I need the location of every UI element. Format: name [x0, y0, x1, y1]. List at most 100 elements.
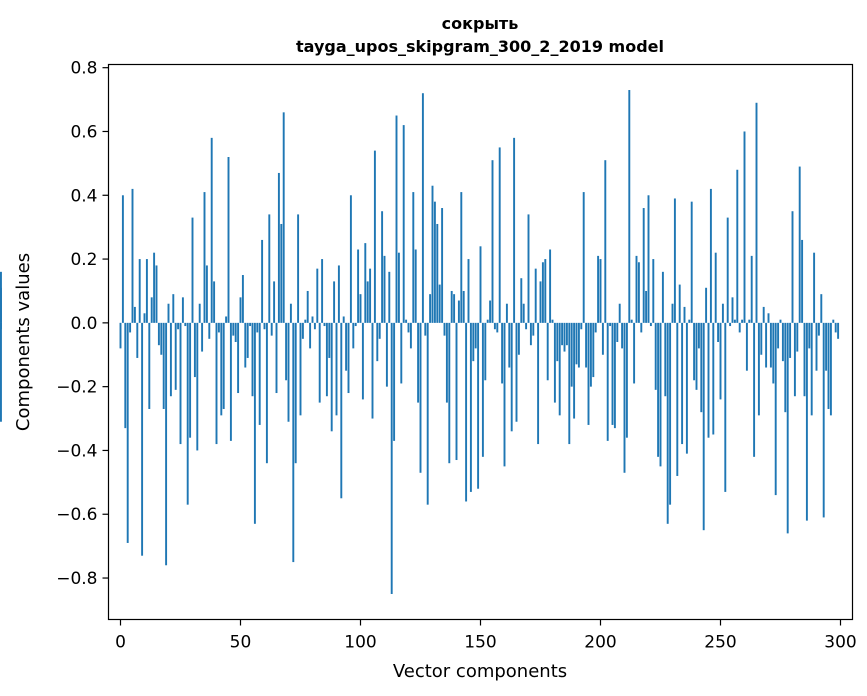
bar [561, 322, 564, 346]
bar [621, 322, 624, 349]
bar [688, 319, 691, 323]
bar [820, 294, 823, 323]
bar [462, 290, 465, 323]
bar [174, 322, 177, 390]
bar [433, 201, 436, 323]
bar [153, 252, 156, 323]
x-tick-label: 200 [584, 633, 616, 653]
bar [789, 322, 792, 358]
bar [395, 115, 398, 323]
y-tick-label: −0.4 [56, 441, 97, 461]
x-tick-label: 0 [115, 633, 126, 653]
bar [354, 322, 357, 327]
bar [256, 322, 259, 333]
bar [277, 172, 280, 323]
bar [131, 188, 134, 323]
bar [397, 252, 400, 323]
y-axis-label: Components values [13, 253, 34, 431]
x-axis-ticks: 0 50 100 150 200 250 300 [115, 619, 857, 653]
bar [736, 169, 739, 323]
bar [143, 313, 146, 323]
bar [693, 322, 696, 381]
bar [424, 322, 427, 336]
bar [529, 322, 532, 346]
bar [798, 166, 801, 323]
bar [340, 322, 343, 499]
x-tick-label: 100 [344, 633, 376, 653]
bar [198, 303, 201, 323]
bar [479, 246, 482, 323]
bar [549, 249, 552, 323]
bar [570, 322, 573, 387]
bar [573, 322, 576, 419]
bar [597, 255, 600, 323]
bar [673, 198, 676, 323]
bar [580, 322, 583, 330]
x-axis-label: Vector components [393, 661, 567, 682]
bar [815, 322, 818, 371]
bar [786, 322, 789, 534]
bar [321, 259, 324, 323]
bar [429, 294, 432, 323]
bar [405, 319, 408, 323]
bar [508, 322, 511, 368]
bar [179, 322, 182, 445]
bar [222, 322, 225, 409]
bar [270, 322, 273, 336]
bar [162, 322, 165, 409]
bar [419, 322, 422, 473]
bar [503, 322, 506, 467]
bar [640, 322, 643, 333]
bar [791, 211, 794, 323]
bar [681, 322, 684, 445]
bar [445, 322, 448, 403]
bar [441, 208, 444, 323]
bar [553, 322, 556, 403]
bar [777, 322, 780, 349]
bar [400, 322, 403, 384]
bar [501, 322, 504, 384]
bar [167, 303, 170, 323]
bar [496, 322, 499, 333]
bar [707, 322, 710, 438]
y-tick-label: −0.2 [56, 378, 97, 398]
bar [417, 322, 420, 403]
bar [294, 322, 297, 464]
bar [177, 322, 180, 330]
bar [359, 294, 362, 323]
bar [208, 322, 211, 339]
x-tick-label: 250 [704, 633, 736, 653]
bar [414, 249, 417, 323]
bar [599, 259, 602, 323]
bar [155, 265, 158, 323]
bar [772, 322, 775, 384]
bar [678, 284, 681, 323]
bar [342, 316, 345, 323]
bar [623, 322, 626, 473]
bar [522, 303, 525, 323]
bar [347, 322, 350, 394]
bar [837, 322, 840, 339]
bar [251, 322, 254, 397]
bar [587, 322, 590, 425]
bar [263, 322, 266, 330]
bar [301, 322, 304, 339]
bar [664, 322, 667, 397]
bar [436, 223, 439, 323]
bar [750, 255, 753, 323]
bar [145, 259, 148, 323]
bar [467, 259, 470, 323]
bar [743, 131, 746, 323]
bar [714, 252, 717, 323]
bar [671, 303, 674, 323]
bar [661, 271, 664, 323]
bar [268, 214, 271, 323]
y-tick-label: −0.8 [56, 569, 97, 589]
bar [738, 322, 741, 333]
bar [637, 262, 640, 323]
bar [304, 319, 307, 323]
bar [215, 322, 218, 445]
bar [138, 259, 141, 323]
bar [525, 322, 528, 330]
x-tick-label: 50 [230, 633, 252, 653]
